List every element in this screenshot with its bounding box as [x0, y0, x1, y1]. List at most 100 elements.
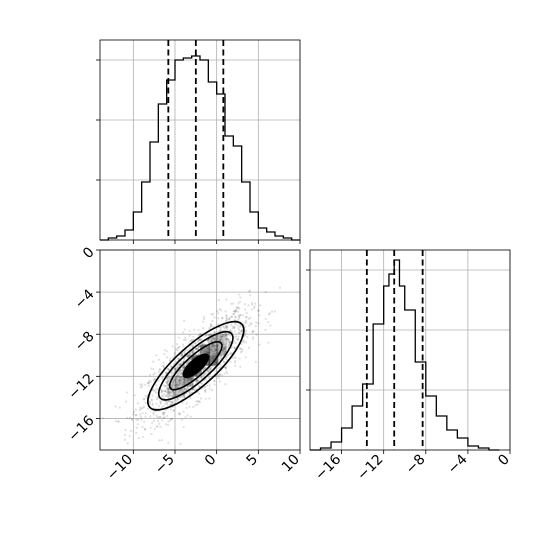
- scatter-point: [195, 379, 198, 382]
- scatter-point: [245, 341, 248, 344]
- scatter-point: [222, 325, 225, 328]
- scatter-point: [234, 359, 237, 362]
- scatter-point: [186, 349, 190, 352]
- scatter-point: [166, 402, 169, 406]
- scatter-point: [189, 396, 192, 400]
- scatter-point: [241, 348, 244, 351]
- scatter-point: [196, 403, 199, 406]
- scatter-point: [246, 335, 249, 339]
- scatter-point: [181, 401, 184, 404]
- scatter-point: [219, 346, 222, 349]
- scatter-point: [135, 431, 138, 434]
- scatter-point: [239, 313, 242, 316]
- scatter-point: [162, 411, 165, 414]
- scatter-point: [209, 345, 212, 349]
- scatter-point: [244, 332, 247, 335]
- hist-y-frame: [309, 249, 511, 451]
- scatter-point: [202, 368, 205, 371]
- scatter-point: [166, 367, 170, 370]
- scatter-point: [229, 342, 232, 345]
- hist-y-x-tick-label: −4: [445, 451, 471, 477]
- scatter-point: [189, 383, 192, 386]
- contour-level: [147, 320, 245, 411]
- scatter-point: [231, 327, 234, 330]
- scatter-point: [162, 364, 165, 367]
- scatter-point: [179, 379, 182, 383]
- scatter-point: [189, 376, 193, 379]
- scatter-point: [239, 314, 242, 317]
- scatter-point: [204, 367, 207, 370]
- scatter-point: [214, 349, 217, 352]
- scatter-point: [215, 337, 218, 340]
- scatter-point: [228, 318, 231, 321]
- scatter-point: [199, 333, 202, 336]
- hist-x-step-line: [100, 55, 300, 241]
- scatter-point: [185, 387, 188, 390]
- scatter-point: [206, 351, 209, 355]
- scatter-point: [182, 410, 185, 413]
- scatter-point: [211, 355, 214, 358]
- scatter-point: [132, 413, 135, 416]
- scatter-point: [168, 377, 171, 380]
- scatter-point: [190, 351, 193, 354]
- scatter-point: [176, 386, 179, 389]
- scatter-point: [233, 326, 236, 329]
- scatter-point: [199, 376, 202, 379]
- scatter-point: [212, 332, 216, 335]
- scatter-point: [198, 351, 201, 354]
- scatter-point: [170, 395, 174, 398]
- scatter-point: [235, 306, 238, 309]
- scatter-point: [117, 420, 120, 423]
- scatter-point: [227, 344, 230, 347]
- hist-y-x-tick-label: −8: [403, 452, 429, 478]
- scatter-point: [172, 391, 175, 394]
- scatter-point: [264, 328, 267, 331]
- scatter-point: [218, 307, 221, 311]
- scatter-x-tick-label: −10: [104, 452, 136, 484]
- scatter-point: [179, 354, 182, 357]
- scatter-point: [160, 389, 164, 392]
- scatter-point: [216, 348, 219, 351]
- scatter-point: [166, 379, 169, 383]
- scatter-point: [170, 384, 173, 387]
- scatter-point: [233, 347, 236, 350]
- scatter-point: [203, 317, 206, 321]
- scatter-point: [225, 343, 228, 346]
- scatter-point: [224, 350, 227, 353]
- scatter-point: [159, 402, 162, 405]
- scatter-point: [204, 366, 207, 370]
- scatter-point: [172, 363, 175, 366]
- scatter-point: [230, 302, 233, 305]
- scatter-point: [181, 384, 184, 387]
- scatter-point: [176, 398, 179, 401]
- scatter-point: [178, 396, 182, 399]
- scatter-point: [221, 374, 224, 377]
- scatter-point: [163, 411, 166, 414]
- hist-y-x-tick-label: −16: [312, 451, 344, 483]
- scatter-point: [226, 353, 230, 356]
- scatter-point: [219, 356, 222, 359]
- scatter-point: [186, 361, 189, 365]
- scatter-point: [209, 325, 212, 328]
- scatter-point: [219, 327, 223, 331]
- scatter-point: [189, 351, 192, 355]
- scatter-point: [139, 415, 143, 418]
- scatter-point: [249, 321, 252, 325]
- scatter-point: [251, 331, 254, 334]
- scatter-point: [171, 390, 174, 393]
- scatter-point: [161, 365, 164, 368]
- scatter-point: [180, 376, 183, 379]
- scatter-point: [171, 385, 174, 389]
- scatter-point: [156, 387, 159, 391]
- scatter-point: [217, 367, 220, 370]
- scatter-point: [218, 338, 221, 341]
- scatter-point: [192, 349, 195, 352]
- scatter-point: [177, 412, 181, 415]
- scatter-point: [160, 390, 163, 393]
- scatter-point: [228, 343, 231, 346]
- scatter-point: [224, 347, 227, 350]
- scatter-point: [209, 348, 212, 351]
- scatter-point: [157, 405, 161, 408]
- scatter-point: [154, 391, 157, 394]
- scatter-point: [177, 379, 181, 382]
